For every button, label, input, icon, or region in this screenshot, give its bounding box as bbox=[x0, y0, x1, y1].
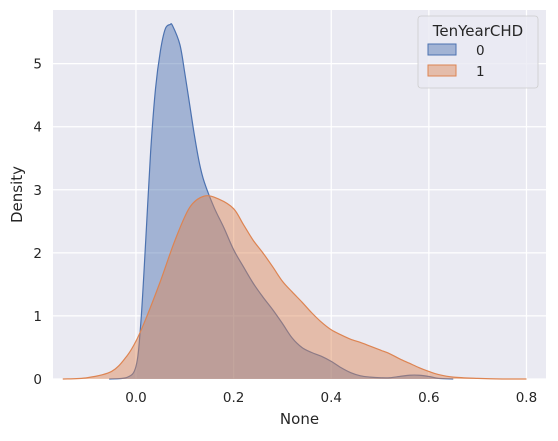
legend-entries: 01 bbox=[427, 43, 485, 80]
kde-area-1 bbox=[62, 195, 527, 379]
legend-box bbox=[417, 15, 539, 89]
kde-area-0 bbox=[109, 23, 454, 379]
series-layer bbox=[62, 23, 527, 380]
kde-line-0 bbox=[109, 23, 454, 380]
legend-swatch-0 bbox=[427, 43, 457, 56]
y-tick-label: 4 bbox=[33, 120, 42, 136]
x-ticks: 0.0 0.2 0.4 0.6 0.8 bbox=[125, 390, 537, 406]
y-tick-label: 5 bbox=[33, 57, 42, 73]
x-tick-label: 0.8 bbox=[516, 390, 537, 406]
x-tick-label: 0.4 bbox=[320, 390, 341, 406]
legend-swatch-1 bbox=[427, 64, 457, 77]
y-tick-label: 3 bbox=[33, 183, 42, 199]
x-tick-label: 0.6 bbox=[418, 390, 439, 406]
x-tick-label: 0.0 bbox=[125, 390, 146, 406]
legend-title: TenYearCHD bbox=[432, 22, 523, 40]
x-axis-label: None bbox=[280, 410, 319, 428]
kde-line-1 bbox=[62, 195, 527, 380]
y-tick-label: 1 bbox=[33, 309, 42, 325]
legend: TenYearCHD 01 bbox=[417, 15, 539, 89]
y-ticks: 0 1 2 3 4 5 bbox=[33, 57, 42, 388]
y-axis-label: Density bbox=[8, 166, 26, 223]
legend-label-0: 0 bbox=[476, 43, 485, 59]
y-tick-label: 0 bbox=[33, 372, 42, 388]
legend-label-1: 1 bbox=[476, 64, 485, 80]
x-tick-label: 0.2 bbox=[223, 390, 244, 406]
y-tick-label: 2 bbox=[33, 246, 42, 262]
